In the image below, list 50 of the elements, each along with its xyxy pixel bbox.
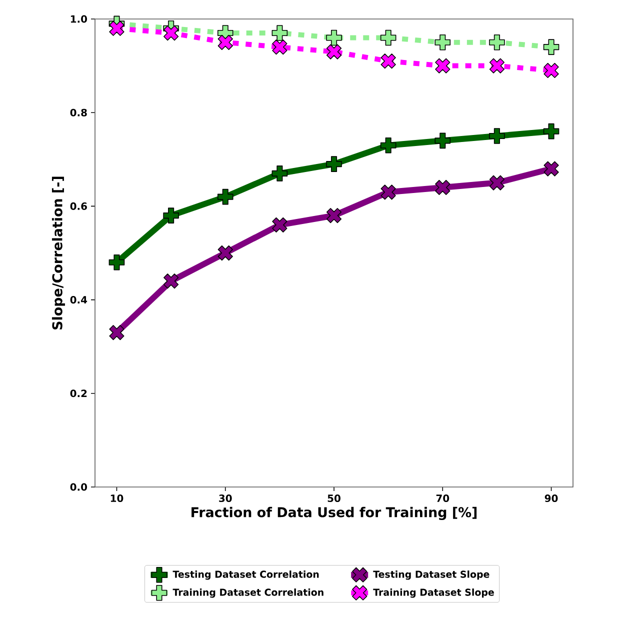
point (109, 325, 124, 340)
legend-label: Training Dataset Slope (373, 588, 494, 598)
legend-label: Testing Dataset Slope (373, 570, 490, 580)
point (108, 254, 125, 270)
point (326, 44, 342, 60)
point (163, 25, 179, 41)
point (217, 188, 234, 205)
y-tick-label: 0.8 (70, 108, 87, 116)
point (435, 58, 450, 74)
point (109, 20, 124, 36)
point (543, 123, 560, 140)
point (489, 175, 505, 190)
x-tick-label: 70 (436, 494, 450, 502)
y-tick-label: 1.0 (70, 15, 88, 23)
point (380, 54, 396, 69)
x-tick-label: 30 (219, 494, 232, 502)
point (380, 30, 396, 46)
y-tick-label: 0.6 (70, 202, 87, 210)
legend-label: Training Dataset Correlation (172, 588, 324, 598)
point (163, 208, 179, 224)
x-axis-title: Fraction of Data Used for Training [%] (192, 506, 477, 520)
point (272, 25, 288, 41)
x-tick-label: 90 (544, 494, 558, 502)
x-tick-label: 50 (328, 494, 340, 502)
legend-label: Testing Dataset Correlation (172, 570, 319, 580)
point (272, 166, 288, 182)
point (489, 128, 505, 144)
point (434, 132, 451, 149)
point (434, 34, 451, 50)
y-tick-label: 0.2 (70, 390, 87, 398)
point (163, 274, 179, 289)
point (380, 184, 396, 200)
point (489, 58, 505, 74)
x-tick-label: 10 (110, 494, 124, 502)
point (435, 180, 450, 196)
point (489, 34, 505, 50)
point (544, 62, 559, 78)
point (218, 34, 233, 50)
point (326, 156, 342, 172)
point (544, 161, 559, 176)
point (543, 39, 560, 55)
y-tick-label: 0.0 (70, 483, 88, 491)
point (218, 245, 233, 261)
point (272, 40, 288, 55)
y-tick-label: 0.4 (70, 296, 88, 304)
y-axis-title: Slope/Correlation [-] (52, 176, 65, 330)
point (380, 137, 396, 154)
point (272, 217, 288, 232)
point (326, 208, 342, 224)
point (326, 30, 342, 46)
